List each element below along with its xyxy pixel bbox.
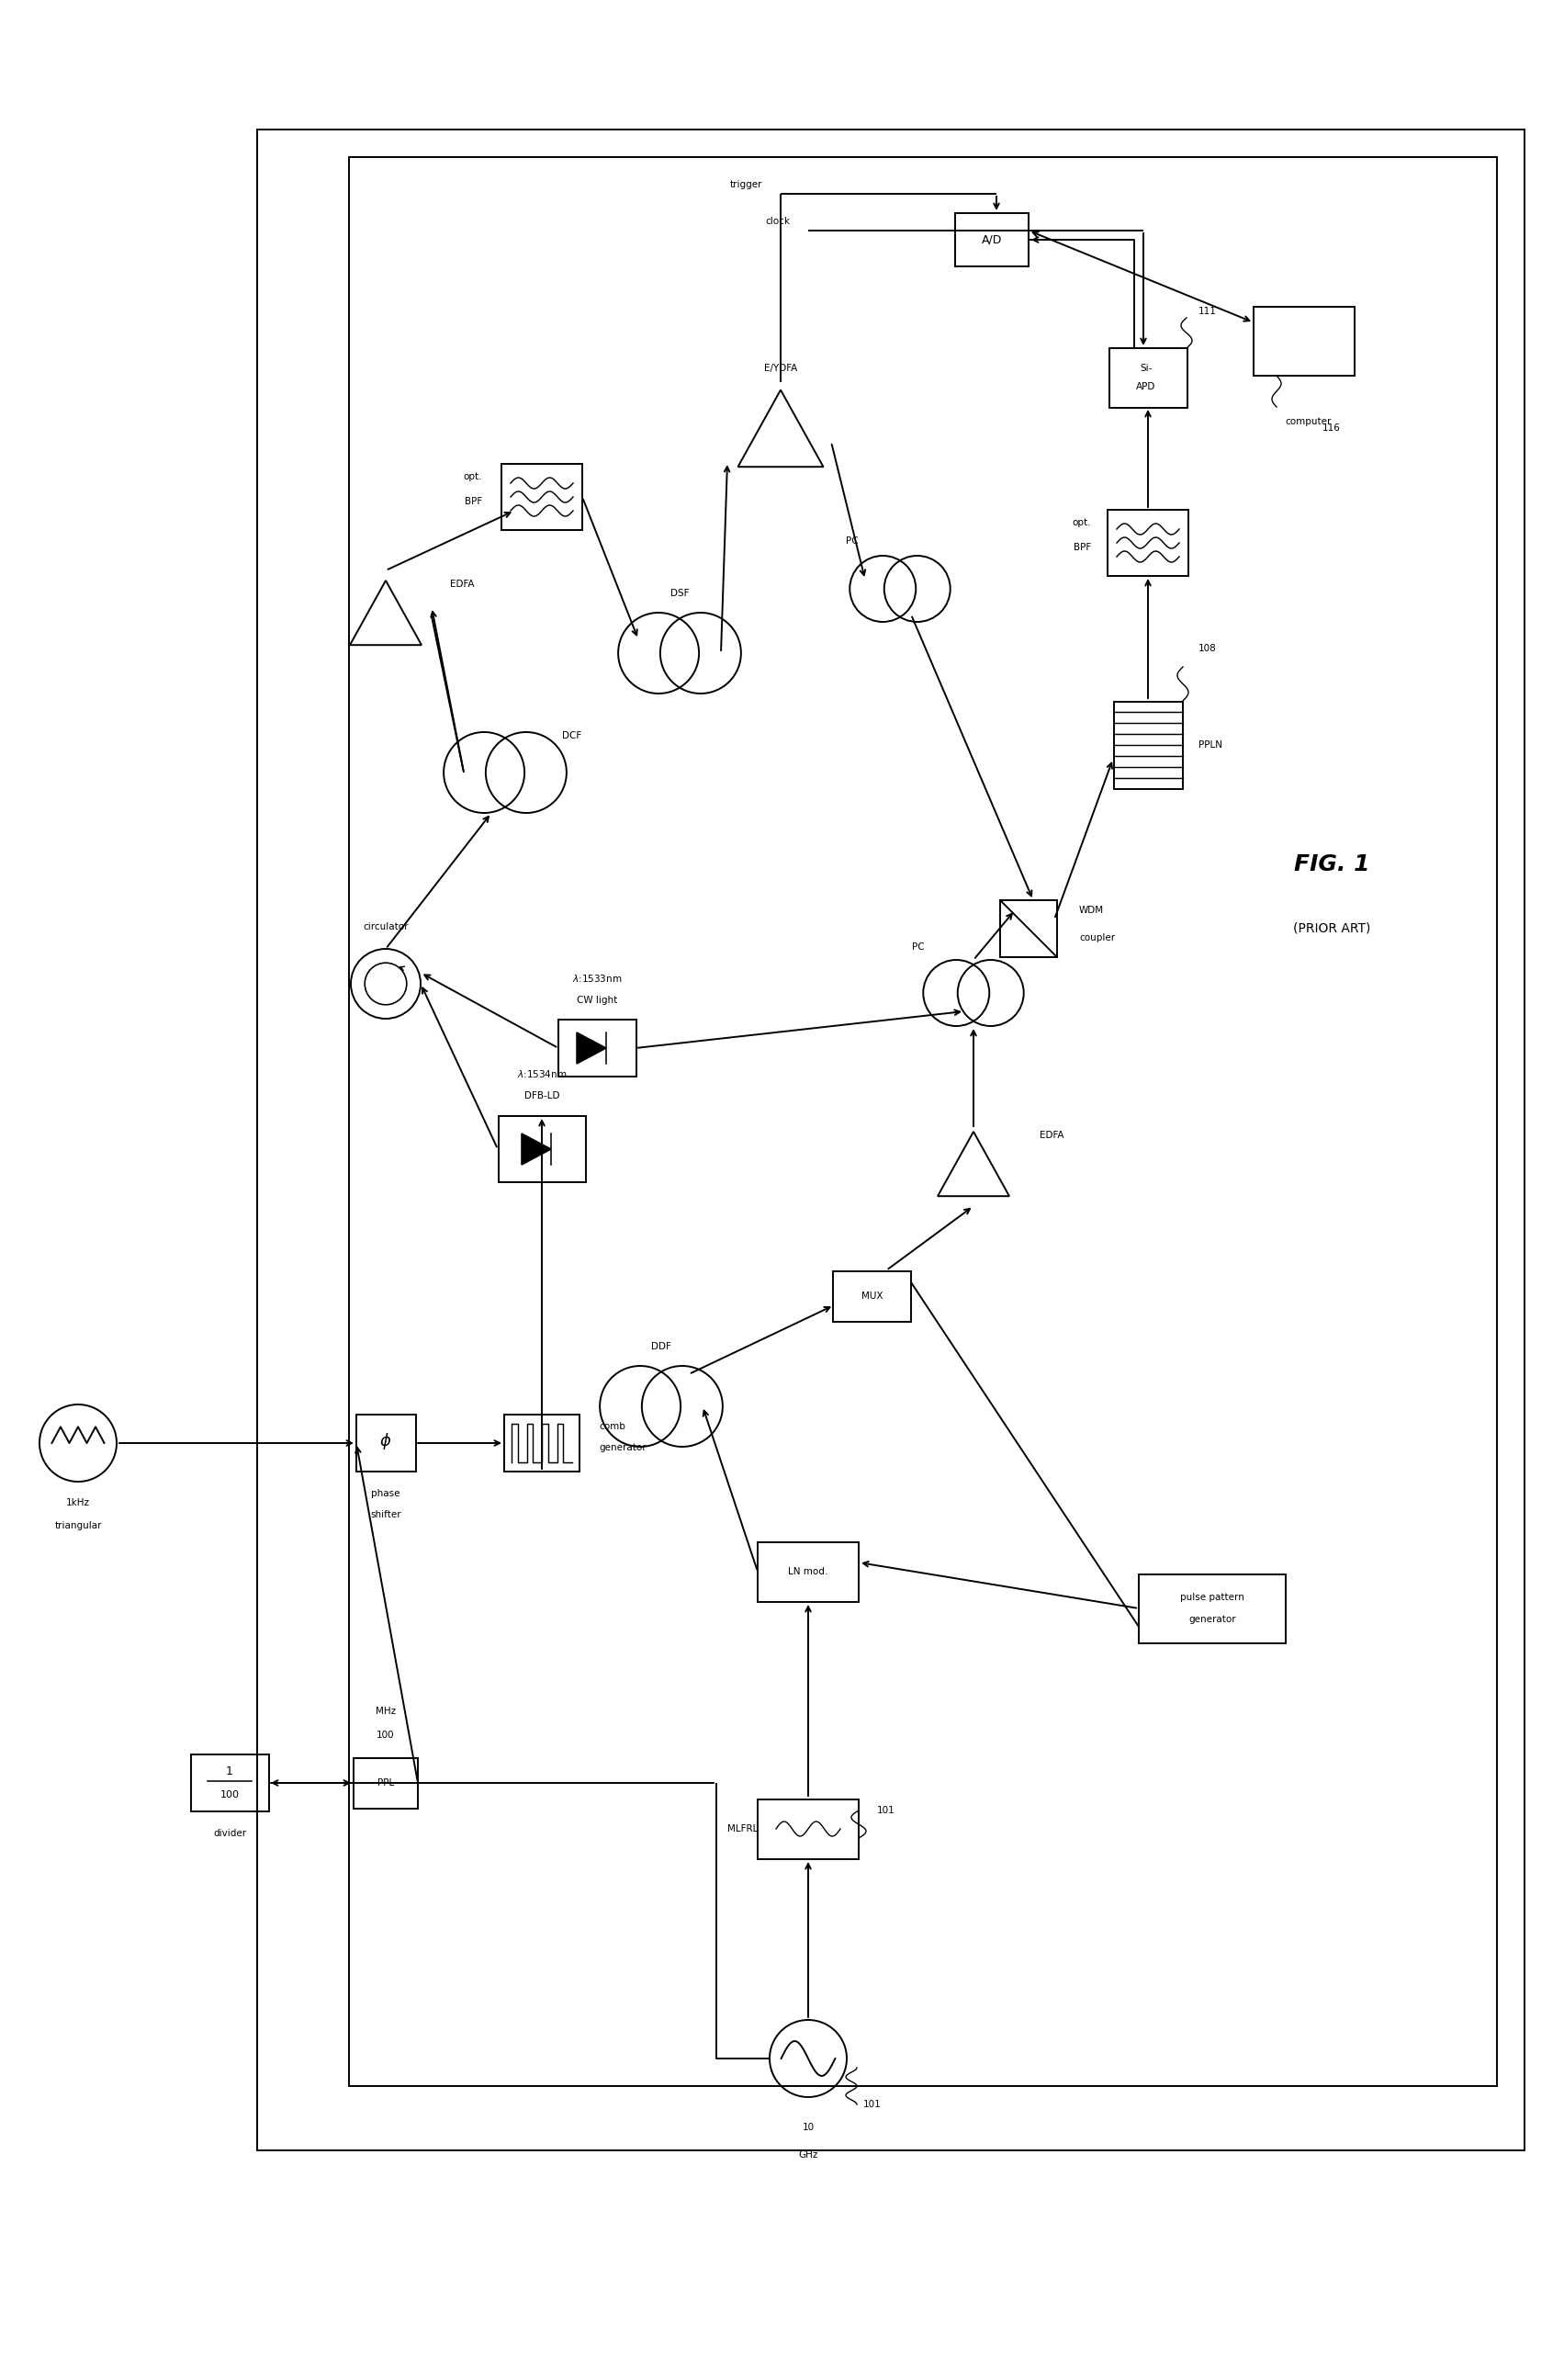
Text: LN mod.: LN mod. — [788, 1566, 827, 1576]
Bar — [357, 1414, 416, 1471]
Bar — [834, 1271, 912, 1321]
Bar — [558, 1019, 637, 1076]
Text: opt.: opt. — [1073, 519, 1092, 528]
Text: computer: computer — [1286, 416, 1333, 426]
Text: clock: clock — [765, 217, 790, 226]
Text: generator: generator — [599, 1442, 646, 1452]
Text: $\lambda$:1534nm: $\lambda$:1534nm — [516, 1069, 566, 1078]
Text: MHz: MHz — [375, 1706, 396, 1716]
Text: EDFA: EDFA — [1040, 1130, 1064, 1140]
Text: WDM: WDM — [1079, 907, 1104, 914]
Text: pulse pattern: pulse pattern — [1181, 1592, 1245, 1602]
Bar — [191, 1754, 269, 1811]
Text: 108: 108 — [1198, 645, 1217, 652]
Text: DSF: DSF — [671, 588, 690, 597]
Text: 1: 1 — [225, 1766, 233, 1778]
Text: 101: 101 — [877, 1806, 895, 1816]
Text: MLFRL: MLFRL — [727, 1823, 757, 1833]
Bar — [499, 1116, 585, 1183]
Text: APD: APD — [1137, 383, 1156, 390]
Text: shifter: shifter — [371, 1511, 400, 1518]
Bar — [1109, 347, 1187, 407]
Text: 100: 100 — [221, 1790, 239, 1799]
Text: PPLN: PPLN — [1198, 740, 1223, 750]
Text: generator: generator — [1189, 1616, 1236, 1623]
Text: A/D: A/D — [982, 233, 1003, 245]
Text: DFB-LD: DFB-LD — [524, 1092, 560, 1100]
Text: circulator: circulator — [363, 921, 408, 931]
Text: PPL: PPL — [377, 1778, 394, 1787]
Bar — [956, 214, 1029, 267]
Text: E/YDFA: E/YDFA — [763, 364, 798, 374]
Text: comb: comb — [599, 1421, 626, 1430]
Text: MUX: MUX — [862, 1292, 884, 1302]
Text: Si-: Si- — [1140, 364, 1153, 374]
Text: DCF: DCF — [561, 731, 582, 740]
Text: coupler: coupler — [1079, 933, 1115, 942]
Bar — [1107, 509, 1189, 576]
Text: 116: 116 — [1323, 424, 1340, 433]
Bar — [999, 900, 1057, 957]
Text: BPF: BPF — [465, 497, 482, 507]
Bar — [256, 129, 1525, 2152]
Bar — [757, 1799, 859, 1859]
Polygon shape — [522, 1133, 551, 1164]
Text: CW light: CW light — [577, 995, 618, 1004]
Bar — [1114, 702, 1182, 788]
Text: phase: phase — [371, 1490, 400, 1497]
Text: $\lambda$:1533nm: $\lambda$:1533nm — [572, 973, 622, 983]
Text: EDFA: EDFA — [450, 581, 474, 588]
Text: 111: 111 — [1198, 307, 1217, 317]
Bar — [353, 1759, 418, 1809]
Text: triangular: triangular — [55, 1521, 102, 1530]
Text: (PRIOR ART): (PRIOR ART) — [1293, 921, 1370, 935]
Text: BPF: BPF — [1073, 543, 1092, 552]
Text: FIG. 1: FIG. 1 — [1293, 854, 1370, 876]
Text: divider: divider — [213, 1828, 246, 1837]
Text: PC: PC — [846, 536, 859, 545]
Text: DDF: DDF — [651, 1342, 671, 1352]
Bar — [349, 157, 1497, 2085]
Polygon shape — [577, 1033, 607, 1064]
Text: $\phi$: $\phi$ — [380, 1430, 393, 1452]
Text: PC: PC — [912, 942, 924, 952]
Text: 101: 101 — [863, 2099, 882, 2109]
Text: trigger: trigger — [730, 181, 762, 190]
Text: 10: 10 — [802, 2123, 815, 2132]
Bar — [1139, 1573, 1286, 1642]
Bar — [504, 1414, 580, 1471]
Text: opt.: opt. — [463, 471, 482, 481]
Text: GHz: GHz — [798, 2152, 818, 2159]
Bar — [757, 1542, 859, 1602]
Text: 1kHz: 1kHz — [66, 1497, 91, 1507]
Bar — [1254, 307, 1354, 376]
Bar — [502, 464, 582, 531]
Text: 100: 100 — [377, 1730, 394, 1740]
